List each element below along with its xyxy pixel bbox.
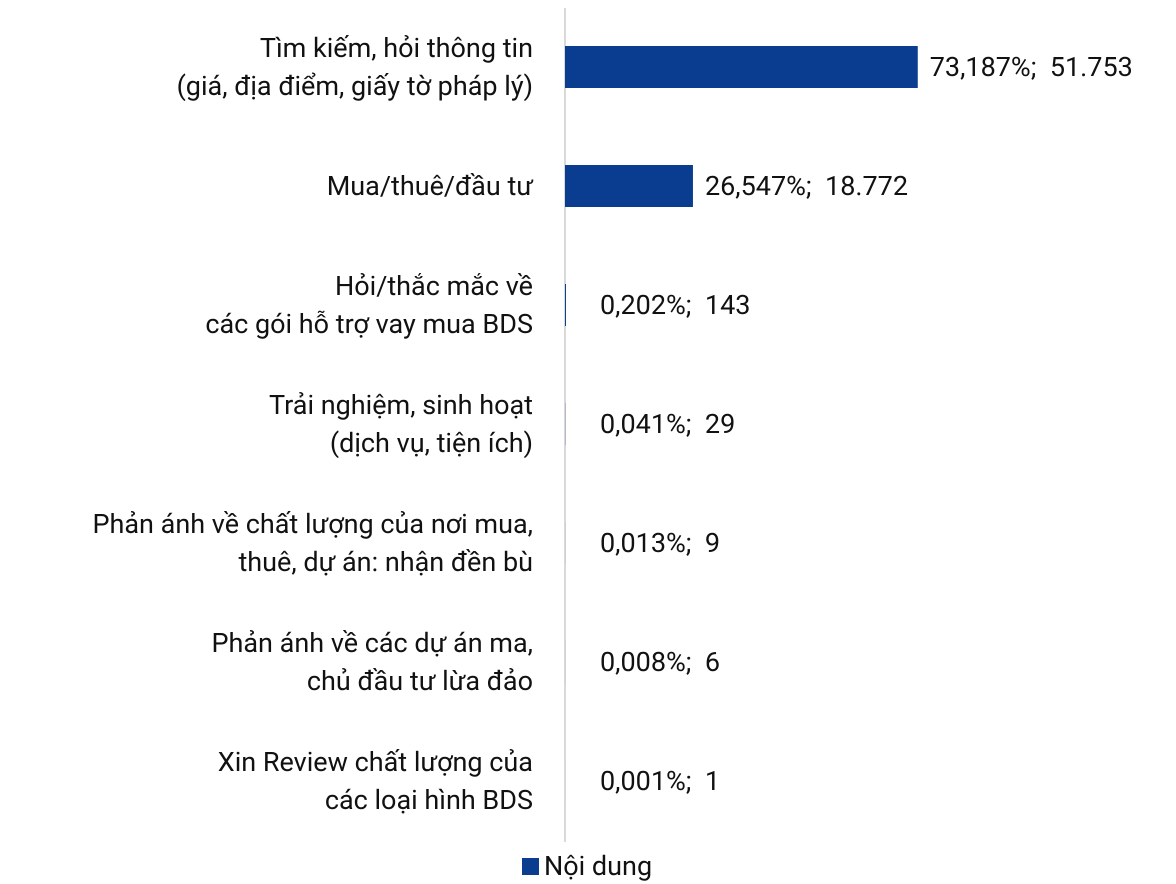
data-label: 0,013%; 9 — [600, 527, 721, 559]
bar — [565, 165, 693, 207]
bar — [565, 284, 566, 326]
data-label: 26,547%; 18.772 — [704, 170, 909, 202]
category-label: Hỏi/thắc mắc về các gói hỗ trợ vay mua B… — [205, 270, 533, 340]
data-label: 0,202%; 143 — [600, 289, 751, 321]
category-label: Phản ánh về chất lượng của nơi mua, thuê… — [92, 508, 533, 578]
data-label: 0,041%; 29 — [600, 408, 736, 440]
category-label: Mua/thuê/đầu tư — [326, 170, 533, 202]
category-label: Tìm kiếm, hỏi thông tin (giá, địa điểm, … — [176, 32, 533, 102]
data-label: 0,008%; 6 — [600, 646, 721, 678]
category-label: Trải nghiệm, sinh hoạt (dịch vụ, tiện íc… — [269, 389, 533, 459]
bar — [565, 46, 918, 88]
category-label: Phản ánh về các dự án ma, chủ đầu tư lừa… — [211, 627, 533, 697]
legend-label: Nội dung — [544, 850, 653, 882]
data-label: 73,187%; 51.753 — [929, 51, 1133, 83]
legend-swatch — [522, 858, 539, 875]
category-label: Xin Review chất lượng của các loại hình … — [217, 746, 533, 816]
data-label: 0,001%; 1 — [600, 765, 721, 797]
